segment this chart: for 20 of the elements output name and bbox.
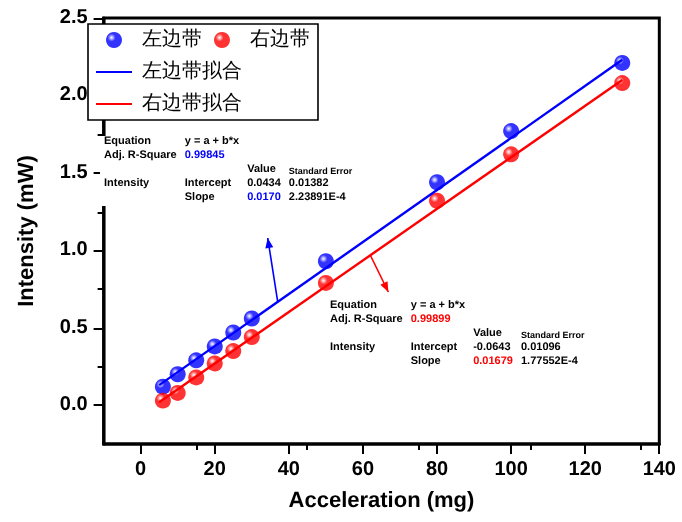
y-tick-label: 2.0	[59, 84, 89, 107]
y-tick-label: 0.5	[59, 316, 89, 339]
x-tick-label: 140	[642, 459, 677, 481]
x-tick-label: 100	[494, 459, 529, 481]
legend-label: 右边带	[250, 27, 310, 51]
x-axis-title: Acceleration (mg)	[288, 488, 476, 513]
x-tick-label: 0	[135, 459, 148, 481]
legend-label: 左边带拟合	[142, 59, 242, 83]
y-tick-label: 1.0	[59, 239, 89, 262]
x-tick-label: 80	[425, 459, 450, 481]
x-tick-label: 20	[203, 459, 227, 481]
y-axis-title: Intensity (mW)	[15, 154, 39, 307]
legend-label: 右边带拟合	[142, 91, 242, 115]
x-tick-label: 40	[277, 459, 301, 481]
y-tick-label: 0.0	[59, 394, 89, 417]
x-tick-label: 60	[351, 459, 375, 481]
x-tick-label: 120	[568, 459, 603, 481]
legend-label: 左边带	[142, 27, 202, 51]
y-tick-label: 1.5	[59, 161, 89, 184]
y-tick-label: 2.5	[59, 7, 89, 29]
